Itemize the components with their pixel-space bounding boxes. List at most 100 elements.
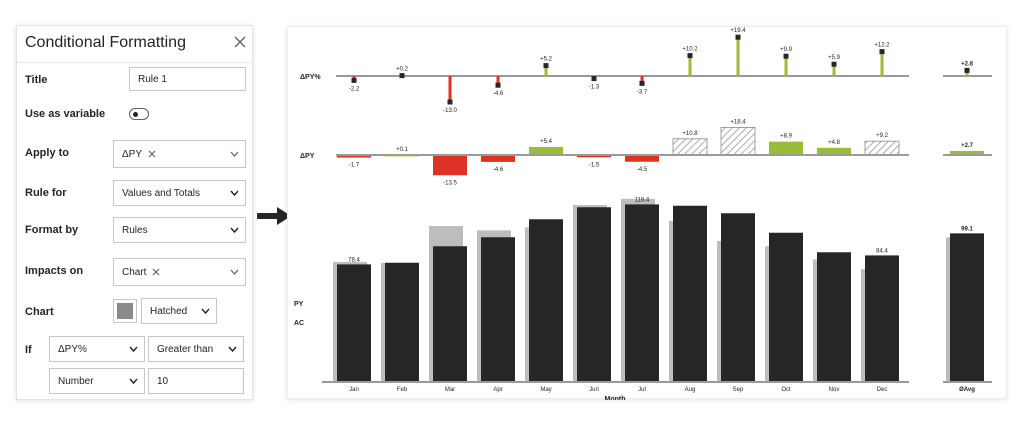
delta-value-label: -4.6 [493, 167, 504, 173]
ac-bar [481, 237, 515, 382]
conditional-formatting-panel: Conditional Formatting Title Rule 1 Use … [16, 25, 253, 400]
x-tick-label: Apr [493, 387, 502, 393]
impacts-on-chip-label: Chart [122, 266, 147, 278]
delta-value-label: +0.1 [396, 147, 409, 153]
pin-value-label: +5.2 [540, 57, 553, 63]
title-input-value: Rule 1 [138, 73, 167, 85]
if-type-select[interactable]: Number [49, 368, 145, 394]
chart-color-swatch[interactable] [113, 299, 137, 323]
chart-card: ΔPY% -2.2 +0.2 -13.0 -4.6 +5.2 -1.3 -3.7 +10.2 +1… [287, 26, 1007, 400]
pin-head [591, 76, 597, 82]
ac-bar [433, 246, 467, 382]
pin-value-label: +5.9 [828, 55, 841, 61]
delta-value-label: +4.8 [828, 140, 841, 146]
ac-bar [721, 213, 755, 382]
panel-title: Conditional Formatting [25, 34, 186, 51]
ac-bar [673, 205, 707, 382]
delta-value-label: -13.5 [443, 180, 457, 186]
remove-chip-icon[interactable] [152, 268, 160, 276]
impacts-on-label: Impacts on [25, 265, 84, 277]
delta-bar [577, 155, 611, 158]
if-measure-value: ΔPY% [58, 343, 87, 355]
delta-bar [769, 141, 803, 155]
ac-bar [817, 252, 851, 382]
format-by-label: Format by [25, 224, 79, 236]
title-input[interactable]: Rule 1 [129, 67, 246, 91]
avg-pin-head [964, 67, 970, 73]
chevron-down-icon [228, 346, 237, 353]
panel-divider [17, 62, 252, 63]
delta-value-label: -1.7 [349, 163, 360, 169]
if-operator-select[interactable]: Greater than [148, 336, 244, 362]
chevron-down-icon [129, 346, 138, 353]
ac-bar [577, 207, 611, 382]
ac-bar [529, 219, 563, 382]
ac-value-label: 118.4 [635, 197, 650, 203]
pin-head [783, 53, 789, 59]
delta-value-label: +8.9 [780, 134, 793, 140]
x-axis-title: Month [605, 396, 626, 400]
if-measure-select[interactable]: ΔPY% [49, 336, 145, 362]
x-tick-label: Jul [638, 387, 646, 393]
pin-head [495, 82, 501, 88]
format-by-value: Rules [122, 224, 148, 236]
impacts-on-select[interactable]: Chart [113, 258, 246, 286]
avg-value-label: 99.1 [961, 226, 973, 232]
if-value: 10 [157, 375, 169, 387]
remove-chip-icon[interactable] [148, 150, 156, 158]
pin-head [879, 49, 885, 55]
x-tick-label: Feb [397, 387, 408, 393]
chart-pattern-select[interactable]: Hatched [141, 298, 217, 324]
x-tick-label: Nov [829, 387, 840, 393]
rule-for-select[interactable]: Values and Totals [113, 180, 246, 206]
delta-bar [433, 155, 467, 176]
chevron-down-icon [230, 151, 239, 157]
pin-value-label: +9.9 [780, 47, 793, 53]
x-tick-label: Dec [877, 387, 888, 393]
pin-head [399, 73, 405, 79]
if-value-input[interactable]: 10 [148, 368, 244, 394]
rule-for-value: Values and Totals [122, 187, 201, 199]
if-type-value: Number [58, 375, 94, 387]
apply-to-select[interactable]: ΔPY [113, 140, 246, 168]
x-tick-label: May [540, 387, 551, 393]
delta-bar [864, 140, 900, 156]
pin-value-label: -1.3 [589, 85, 600, 91]
format-by-select[interactable]: Rules [113, 217, 246, 243]
pin-value-label: -3.7 [637, 89, 648, 95]
avg-delta-bar [950, 150, 984, 155]
delta-value-label: -1.5 [589, 162, 600, 168]
pin-head [687, 53, 693, 59]
ac-bar [385, 262, 419, 382]
ac-value-label: 78.4 [348, 257, 360, 263]
pin-head [735, 34, 741, 40]
ac-bar [337, 264, 371, 382]
x-tick-label: Oct [781, 387, 791, 393]
variance-chart: ΔPY% -2.2 +0.2 -13.0 -4.6 +5.2 -1.3 -3.7 +10.2 +1… [294, 28, 992, 400]
delta-bar [529, 146, 563, 155]
title-label: Title [25, 74, 48, 86]
chart-label: Chart [25, 306, 54, 318]
x-tick-label: Jan [349, 387, 359, 393]
impacts-on-chip: Chart [122, 267, 160, 278]
pin-head [543, 63, 549, 69]
chart-color-fill [117, 303, 133, 319]
pin-value-label: +19.4 [730, 28, 746, 34]
delta-value-label: +18.4 [730, 119, 746, 125]
arrow-right-icon [257, 207, 291, 225]
use-as-variable-toggle[interactable] [129, 108, 149, 120]
chart-pattern-value: Hatched [150, 305, 188, 317]
pin-head [447, 99, 453, 105]
ac-bar [865, 255, 899, 382]
close-icon[interactable] [233, 35, 247, 49]
chevron-down-icon [230, 269, 239, 275]
rule-for-label: Rule for [25, 187, 67, 199]
if-operator-value: Greater than [157, 343, 214, 355]
delta-value-label: +5.4 [540, 139, 553, 145]
x-tick-label: Sep [733, 387, 744, 393]
delta-value-label: -4.5 [637, 167, 648, 173]
ac-bar [769, 232, 803, 382]
legend-ac: AC [294, 320, 304, 327]
delta-bar [337, 155, 371, 158]
delta-bar [481, 155, 515, 162]
